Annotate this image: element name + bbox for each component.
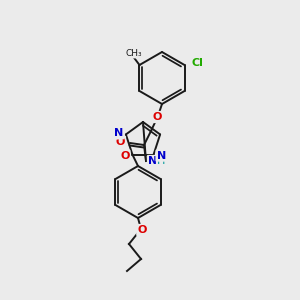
Text: N: N xyxy=(148,156,157,166)
Text: O: O xyxy=(120,151,129,160)
Text: N: N xyxy=(114,128,123,138)
Text: O: O xyxy=(152,112,162,122)
Text: Cl: Cl xyxy=(191,58,203,68)
Text: O: O xyxy=(116,137,125,147)
Text: H: H xyxy=(157,156,165,166)
Text: N: N xyxy=(157,151,166,160)
Text: O: O xyxy=(137,225,147,235)
Text: CH₃: CH₃ xyxy=(125,49,142,58)
